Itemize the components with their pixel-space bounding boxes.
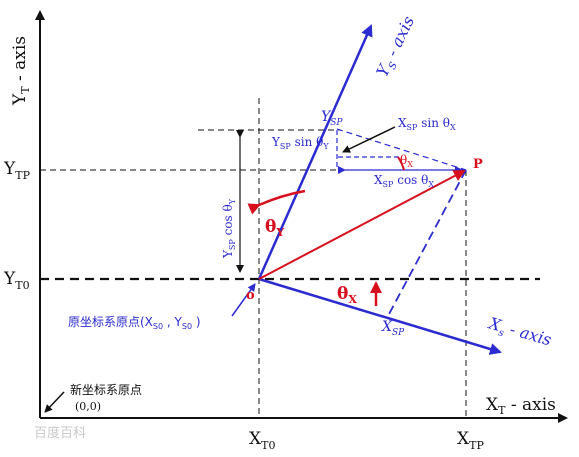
- origin-o-label: o: [246, 288, 255, 303]
- xs-axis-line: [258, 277, 502, 355]
- point-p-label: P: [473, 157, 483, 172]
- p-to-xsp-dashed: [387, 169, 467, 317]
- ysp-top-label: YSP: [321, 109, 343, 128]
- new-origin-coords: (0,0): [75, 400, 101, 413]
- theta-x-label: θX: [337, 284, 357, 306]
- xsp-sin-pointer: [342, 126, 396, 153]
- old-origin-pointer: [231, 283, 256, 317]
- ytp-label: YTP: [3, 159, 31, 182]
- watermark: 百度百科: [34, 425, 86, 441]
- new-origin-pointer: [44, 391, 65, 413]
- xsp-sin-label: XSP sin θX: [398, 116, 456, 132]
- ysp-to-p-dashed: [336, 128, 467, 171]
- xtp-label: XTP: [457, 429, 484, 452]
- theta-x-small-label: θX: [400, 153, 413, 169]
- ysp-sin-label: YSP sin θY: [271, 135, 329, 151]
- new-origin-label: 新坐标系原点: [70, 382, 142, 397]
- xs-axis-label: Xs - axis: [484, 313, 554, 352]
- xt-axis-label: XT - axis: [486, 395, 556, 417]
- op-vector: [258, 170, 466, 280]
- ysp-cos-label: YSP cos θY: [221, 198, 237, 259]
- yt-axis-label: YT - axis: [10, 36, 32, 106]
- theta-y-label: θY: [265, 217, 284, 239]
- theta-y-arc: [247, 189, 306, 215]
- xt0-label: XT0: [249, 429, 275, 452]
- theta-x-small-arc: [397, 156, 405, 171]
- ys-axis-label: YS - axis: [373, 13, 421, 81]
- xsp-cos-label: XSP cos θX: [374, 173, 434, 189]
- old-origin-label: 原坐标系原点(XS0 , YS0 ): [68, 315, 201, 331]
- xsp-bottom-label: XSP: [381, 319, 405, 338]
- ys-axis-line: [257, 24, 373, 280]
- yt0-label: YT0: [3, 269, 30, 292]
